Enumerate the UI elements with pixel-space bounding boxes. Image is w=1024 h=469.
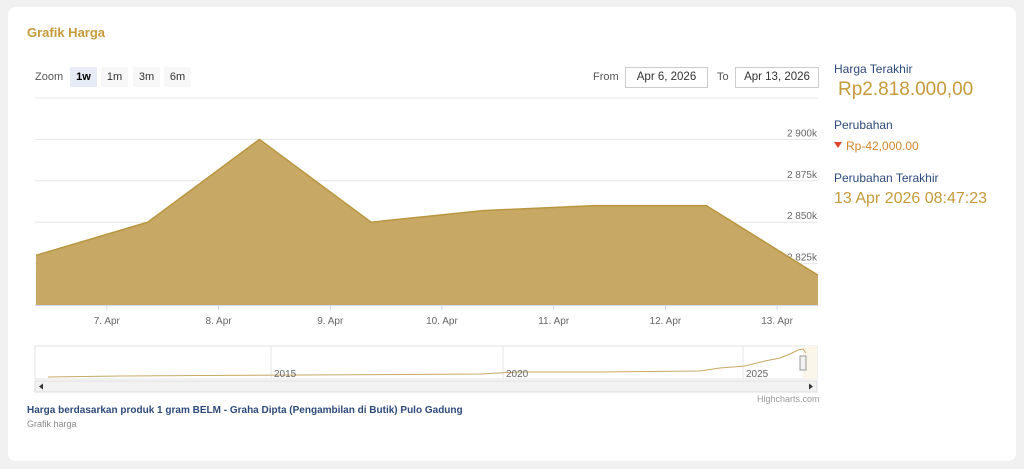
navigator-label: 2025 <box>746 369 769 380</box>
caption-subtitle: Grafik harga <box>27 419 77 429</box>
area <box>36 139 818 305</box>
scroll-right[interactable] <box>809 383 813 390</box>
updated-label: Perubahan Terakhir <box>834 171 939 185</box>
navigator-window <box>803 346 817 379</box>
navigator-line <box>47 348 807 378</box>
to-label: To <box>717 71 729 83</box>
zoom-button[interactable]: 1w <box>70 67 97 87</box>
navigator-label: 2015 <box>274 369 297 380</box>
navigator-handle[interactable] <box>799 355 807 371</box>
scrollbar[interactable] <box>34 380 818 393</box>
x-tick-label: 7. Apr <box>94 316 121 327</box>
zoom-label: Zoom <box>35 71 64 83</box>
navigator <box>34 345 818 393</box>
from-label: From <box>593 71 619 83</box>
scroll-left[interactable] <box>39 383 43 390</box>
zoom-button[interactable]: 1m <box>101 67 128 87</box>
x-tick-label: 12. Apr <box>650 316 682 327</box>
y-tick-label: 2 875k <box>787 170 818 181</box>
down-arrow <box>834 142 842 148</box>
zoom-button[interactable]: 3m <box>133 67 160 87</box>
change: Rp-42,000.00 <box>846 139 919 153</box>
x-tick-label: 9. Apr <box>317 316 344 327</box>
y-tick-label: 2 850k <box>787 211 818 222</box>
to-input[interactable]: Apr 13, 2026 <box>735 67 819 88</box>
x-tick-label: 11. Apr <box>538 316 570 327</box>
credits: Highcharts.com <box>757 394 820 404</box>
last-price: Rp2.818.000,00 <box>838 79 974 100</box>
area-line <box>35 138 819 276</box>
x-tick-label: 8. Apr <box>205 316 232 327</box>
title: Grafik Harga <box>27 25 106 40</box>
navigator-label: 2020 <box>506 369 529 380</box>
y-tick-label: 2 825k <box>787 253 818 264</box>
zoom-button[interactable]: 6m <box>164 67 191 87</box>
change-label: Perubahan <box>834 118 893 132</box>
x-tick-label: 10. Apr <box>426 316 458 327</box>
caption-title: Harga berdasarkan produk 1 gram BELM - G… <box>27 405 463 416</box>
y-tick-label: 2 900k <box>787 128 818 139</box>
x-tick-label: 13. Apr <box>761 316 793 327</box>
last-price-label: Harga Terakhir <box>834 62 913 76</box>
updated: 13 Apr 2026 08:47:23 <box>834 190 988 207</box>
from-input[interactable]: Apr 6, 2026 <box>625 67 708 88</box>
